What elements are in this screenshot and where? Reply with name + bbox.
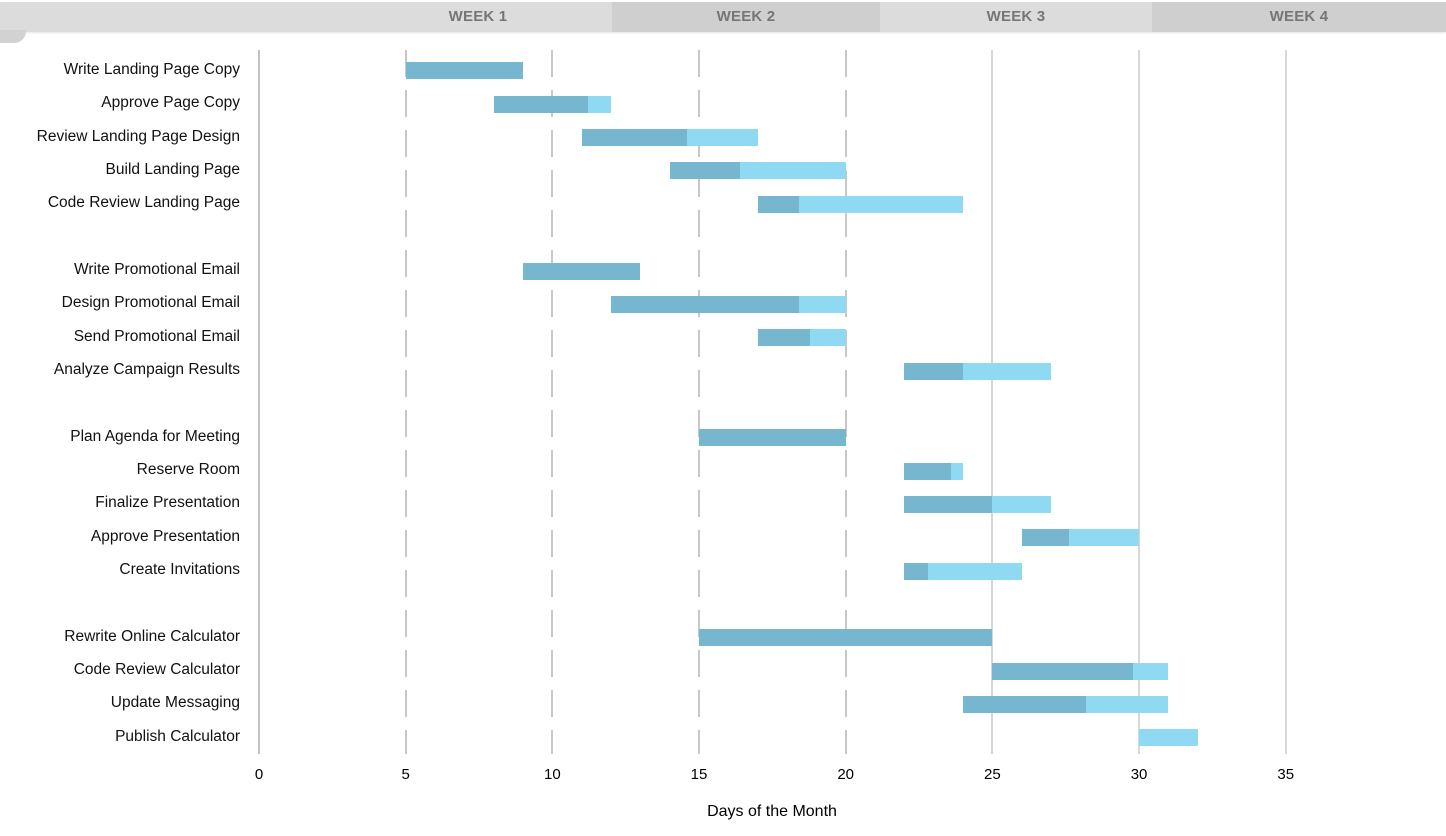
task-bar-complete-portion [611, 295, 799, 313]
task-bar [581, 129, 758, 147]
task-label: Send Promotional Email [73, 327, 240, 345]
task-bar-complete-portion [963, 695, 1087, 713]
task-bar-complete-portion [1021, 529, 1069, 547]
task-label: Write Promotional Email [74, 261, 240, 278]
x-tick-label: 20 [837, 766, 855, 783]
task-bar [904, 562, 1022, 580]
task-bar [904, 362, 1052, 380]
task-bar-complete-portion [904, 462, 952, 480]
task-bar-complete-portion [523, 262, 641, 280]
task-label: Write Landing Page Copy [63, 60, 240, 78]
task-bar-complete-portion [904, 562, 928, 580]
task-label: Code Review Landing Page [47, 194, 240, 212]
y-axis-line [258, 50, 260, 754]
task-bar [904, 495, 1052, 513]
task-bar [1139, 729, 1198, 747]
task-bar [963, 695, 1169, 713]
gridline-day-20 [844, 50, 847, 754]
task-label: Update Messaging [110, 694, 240, 712]
x-tick-label: 25 [984, 766, 1001, 783]
task-bar [699, 429, 846, 447]
task-label: Design Promotional Email [61, 294, 240, 312]
task-label: Reserve Room [136, 461, 240, 479]
task-bar [757, 195, 964, 213]
x-tick-label: 15 [690, 766, 708, 783]
week-band-segment [880, 2, 1152, 32]
task-label: Analyze Campaign Results [53, 361, 240, 379]
week-band-segment [612, 2, 880, 32]
week-header-band: WEEK 1 WEEK 2 WEEK 3 WEEK 4 [0, 2, 1446, 32]
x-axis-title: Days of the Month [707, 803, 837, 820]
week-band-segment [0, 2, 612, 32]
x-tick-label: 30 [1130, 766, 1148, 783]
task-bar-complete-portion [904, 495, 993, 513]
task-label: Approve Presentation [90, 527, 240, 545]
task-bar-complete-portion [405, 62, 523, 80]
gridline-day-5 [404, 50, 407, 754]
task-bar-complete-portion [493, 95, 588, 113]
task-bar [405, 62, 523, 80]
x-tick-label: 5 [401, 766, 410, 783]
gridline-day-30 [1138, 50, 1141, 754]
week-band-segment [1152, 2, 1446, 32]
task-bar [992, 662, 1169, 680]
task-bar [1021, 529, 1140, 547]
gridline-day-10 [551, 50, 554, 754]
task-label: Publish Calculator [115, 727, 240, 745]
week-label: WEEK 3 [986, 8, 1046, 25]
task-label: Approve Page Copy [101, 94, 240, 112]
task-label: Create Invitations [119, 561, 240, 579]
task-label: Finalize Presentation [95, 494, 240, 512]
x-tick-label: 35 [1277, 766, 1295, 783]
task-bar-complete-portion [757, 329, 811, 347]
task-bar [757, 329, 846, 347]
task-bar [669, 162, 846, 180]
task-bar [493, 95, 611, 113]
week-label: WEEK 2 [716, 8, 776, 25]
task-bar [611, 295, 846, 313]
gridline-day-25 [991, 50, 994, 754]
task-bar-complete-portion [992, 662, 1134, 680]
task-label: Review Landing Page Design [36, 127, 240, 145]
task-bar [904, 462, 964, 480]
task-bar-complete-portion [757, 195, 799, 213]
week-label: WEEK 1 [448, 8, 508, 25]
task-label: Rewrite Online Calculator [64, 627, 240, 645]
task-bar-complete-portion [904, 362, 964, 380]
x-tick-label: 10 [544, 766, 561, 783]
x-tick-label: 0 [254, 766, 264, 783]
task-bar [699, 629, 993, 647]
task-bar-complete-portion [581, 129, 688, 147]
gridline-day-15 [698, 50, 701, 754]
task-label: Build Landing Page [105, 160, 240, 178]
gridline-day-35 [1284, 50, 1287, 754]
task-label: Code Review Calculator [73, 661, 240, 679]
task-bar-complete-portion [669, 162, 741, 180]
task-label: Plan Agenda for Meeting [70, 427, 240, 445]
week-label: WEEK 4 [1269, 8, 1329, 25]
chart-frame-corner-notch [0, 30, 26, 43]
task-bar [523, 262, 641, 280]
task-bar-complete-portion [699, 629, 993, 647]
task-bar-complete-portion [699, 429, 846, 447]
